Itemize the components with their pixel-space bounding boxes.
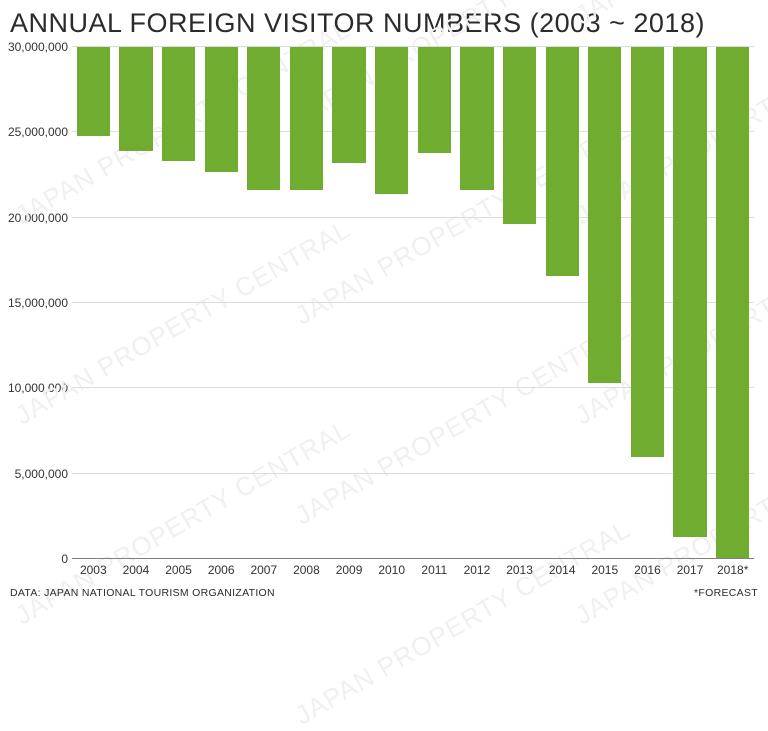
bar-2017 — [673, 47, 706, 537]
chart-footer: DATA: JAPAN NATIONAL TOURISM ORGANIZATIO… — [10, 587, 758, 599]
x-tick-label: 2008 — [285, 563, 328, 577]
bar-2008 — [290, 47, 323, 190]
x-tick-label: 2004 — [115, 563, 158, 577]
bar-slot — [541, 47, 584, 559]
chart-container: ANNUAL FOREIGN VISITOR NUMBERS (2003 ~ 2… — [0, 0, 768, 602]
bar-2010 — [375, 47, 408, 194]
data-source: DATA: JAPAN NATIONAL TOURISM ORGANIZATIO… — [10, 587, 275, 599]
bar-2016 — [631, 47, 664, 457]
bar-slot — [669, 47, 712, 559]
bar-2014 — [546, 47, 579, 276]
bar-2009 — [332, 47, 365, 163]
x-tick-label: 2013 — [498, 563, 541, 577]
bar-slot — [456, 47, 499, 559]
x-tick-label: 2012 — [456, 563, 499, 577]
y-tick-label: 10,000,000 — [8, 381, 68, 395]
bar-slot — [157, 47, 200, 559]
x-tick-label: 2016 — [626, 563, 669, 577]
chart-area: 0 5,000,000 10,000,000 15,000,000 20,000,000… — [10, 41, 758, 581]
bar-slot — [370, 47, 413, 559]
plot-region: JAPAN PROPERTY CENTRALJAPAN PROPERTY CEN… — [72, 47, 754, 559]
x-tick-label: 2015 — [584, 563, 627, 577]
bar-2011 — [418, 47, 451, 153]
y-tick-label: 20,000,000 — [8, 211, 68, 225]
x-tick-label: 2010 — [370, 563, 413, 577]
bar-2015 — [588, 47, 621, 383]
bar-2006 — [205, 47, 238, 172]
bar-2018 — [716, 47, 749, 559]
y-axis: 05,000,00010,000,00015,000,00020,000,000… — [10, 47, 68, 559]
bar-slot — [285, 47, 328, 559]
bar-slot — [413, 47, 456, 559]
bar-2007 — [247, 47, 280, 190]
bar-2013 — [503, 47, 536, 224]
x-tick-label: 2005 — [157, 563, 200, 577]
x-axis-baseline — [72, 558, 754, 559]
x-tick-label: 2003 — [72, 563, 115, 577]
bar-2004 — [119, 47, 152, 151]
bar-slot — [626, 47, 669, 559]
bar-slot — [243, 47, 286, 559]
x-tick-label: 2017 — [669, 563, 712, 577]
x-tick-label: 2014 — [541, 563, 584, 577]
x-tick-label: 2006 — [200, 563, 243, 577]
x-tick-label: 2018* — [711, 563, 754, 577]
bar-slot — [72, 47, 115, 559]
x-tick-label: 2007 — [243, 563, 286, 577]
y-tick-label: 25,000,000 — [8, 125, 68, 139]
bar-group — [72, 47, 754, 559]
bar-slot — [328, 47, 371, 559]
bar-2012 — [460, 47, 493, 190]
forecast-note: *FORECAST — [694, 587, 758, 599]
x-axis-labels: 2003200420052006200720082009201020112012… — [72, 563, 754, 577]
x-tick-label: 2009 — [328, 563, 371, 577]
bar-2005 — [162, 47, 195, 161]
bar-slot — [584, 47, 627, 559]
bar-slot — [200, 47, 243, 559]
y-tick-label: 15,000,000 — [8, 296, 68, 310]
x-tick-label: 2011 — [413, 563, 456, 577]
chart-title: ANNUAL FOREIGN VISITOR NUMBERS (2003 ~ 2… — [10, 8, 758, 39]
bar-slot — [711, 47, 754, 559]
bar-slot — [115, 47, 158, 559]
bar-slot — [498, 47, 541, 559]
y-tick-label: 0 — [61, 552, 68, 566]
bar-2003 — [77, 47, 110, 136]
y-tick-label: 5,000,000 — [15, 467, 68, 481]
y-tick-label: 30,000,000 — [8, 40, 68, 54]
